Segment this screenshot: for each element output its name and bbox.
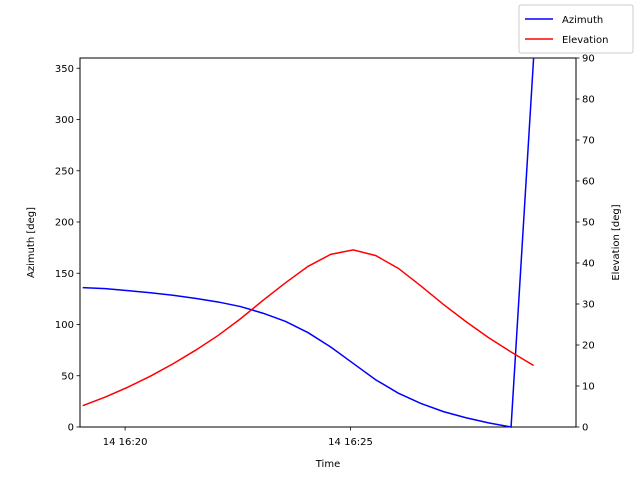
right-axis-ticks: 0 10 20 30 40 50 60 70 80 90 — [576, 54, 595, 434]
series-line-elevation — [82, 249, 534, 407]
right-axis-label: Elevation [deg] — [611, 204, 622, 280]
right-tick-label: 60 — [582, 177, 595, 188]
left-tick-label: 150 — [55, 269, 74, 280]
right-tick-label: 40 — [582, 259, 595, 270]
series-lines — [82, 57, 535, 428]
x-axis-ticks: 14 16:20 14 16:25 — [103, 427, 373, 448]
right-tick-label: 10 — [582, 382, 595, 393]
left-tick-label: 0 — [68, 423, 74, 434]
left-tick-label: 100 — [55, 320, 74, 331]
right-tick-label: 50 — [582, 218, 595, 229]
right-tick-label: 30 — [582, 300, 595, 311]
x-tick-label: 14 16:25 — [328, 437, 373, 448]
x-tick-label: 14 16:20 — [103, 437, 148, 448]
legend-label-elevation: Elevation — [562, 35, 608, 46]
left-tick-label: 350 — [55, 64, 74, 75]
left-tick-label: 300 — [55, 115, 74, 126]
legend: Azimuth Elevation — [518, 4, 634, 54]
right-tick-label: 90 — [582, 54, 595, 65]
series-line-azimuth — [82, 57, 535, 428]
left-tick-label: 50 — [61, 371, 74, 382]
right-tick-label: 0 — [582, 423, 588, 434]
legend-box — [518, 4, 634, 54]
x-axis-label: Time — [315, 459, 340, 470]
right-tick-label: 80 — [582, 95, 595, 106]
right-tick-label: 20 — [582, 341, 595, 352]
plot-frame — [79, 57, 577, 428]
left-tick-label: 200 — [55, 218, 74, 229]
left-tick-label: 250 — [55, 166, 74, 177]
left-axis-label: Azimuth [deg] — [26, 207, 37, 278]
left-axis-ticks: 0 50 100 150 200 250 300 350 — [55, 64, 80, 434]
legend-label-azimuth: Azimuth — [562, 15, 603, 26]
right-tick-label: 70 — [582, 136, 595, 147]
